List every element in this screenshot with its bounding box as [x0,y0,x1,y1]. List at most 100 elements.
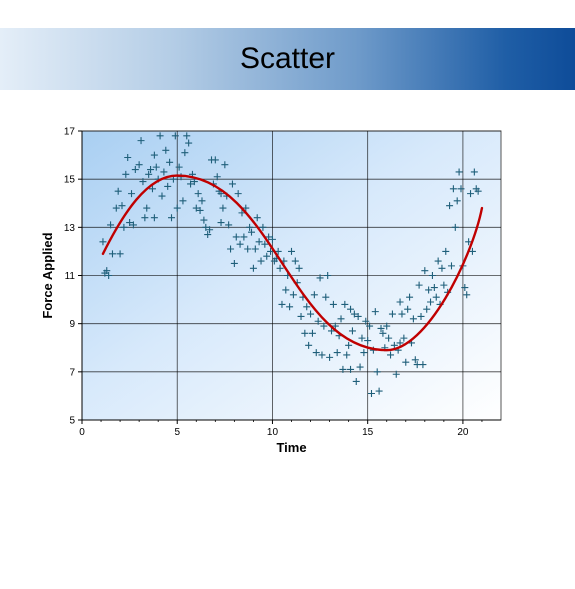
x-tick-label: 10 [267,427,279,438]
data-point [268,235,276,243]
data-point [373,368,381,376]
data-point [406,293,414,301]
data-point [423,305,431,313]
data-point [303,303,311,311]
data-point [438,264,446,272]
data-point [234,190,242,198]
data-point [238,209,246,217]
data-point [240,233,248,241]
data-point [196,206,204,214]
x-tick-label: 0 [79,427,85,438]
data-point [387,351,395,359]
data-point [288,247,295,255]
data-point [474,187,482,195]
data-point [312,349,320,357]
data-point [442,247,450,255]
data-point [228,180,236,188]
data-point [263,252,271,260]
grid-lines [82,130,501,420]
data-point [131,166,139,174]
y-tick-label: 11 [65,271,76,282]
data-point [289,291,297,299]
x-tick-label: 20 [457,427,469,438]
data-point [168,214,176,222]
data-point [385,334,393,342]
data-point [107,221,115,229]
data-point [99,238,107,246]
data-point [402,358,410,366]
data-point [158,192,166,200]
data-point [411,356,419,364]
data-point [251,245,259,253]
data-point [166,158,174,166]
data-point [310,291,318,299]
data-point [267,247,275,255]
data-point [129,221,137,229]
data-point [257,257,265,265]
data-point [278,300,286,308]
data-point [449,185,457,193]
data-point [118,202,126,210]
data-point [419,361,427,369]
data-point [255,238,263,246]
data-point [139,178,147,186]
data-point [204,231,212,239]
data-point [206,226,214,234]
data-point [354,312,362,320]
data-point [383,322,391,330]
x-axis-title: Time [276,440,306,455]
data-point [375,387,383,395]
data-point [356,363,364,371]
data-point [377,324,385,332]
data-point [327,327,335,335]
data-point [318,351,326,359]
y-tick-label: 17 [64,127,76,138]
data-point [181,149,189,157]
data-point [343,351,351,359]
data-point [217,219,225,227]
data-point [147,166,155,174]
data-point [404,305,412,313]
data-point [145,170,153,178]
data-point [190,178,198,186]
data-point [175,163,183,171]
data-point [440,281,448,289]
data-point [388,310,396,318]
data-point [230,259,238,267]
data-point [185,139,193,147]
data-point [345,341,353,349]
data-point [225,221,233,229]
data-point [143,204,151,212]
data-point [421,267,429,275]
data-point [259,223,267,231]
data-point [198,197,206,205]
y-tick-label: 15 [64,175,76,186]
data-point [341,300,349,308]
data-point [213,173,221,181]
data-point [187,180,195,188]
data-point [371,308,379,316]
data-point [194,190,202,198]
data-point [326,353,334,361]
y-tick-label: 7 [69,367,75,378]
data-point [173,204,181,212]
data-point [282,286,290,294]
data-point [301,329,309,337]
data-point [108,250,116,258]
data-point [463,291,471,299]
data-point [137,137,145,145]
data-point [446,202,454,210]
data-point [308,329,316,337]
data-point [221,161,229,169]
data-point [126,219,134,227]
data-point [291,257,299,265]
data-point [156,132,164,140]
data-point [202,223,210,231]
data-point [427,298,435,306]
data-point [211,156,219,164]
x-tick-label: 5 [174,427,180,438]
data-point [141,214,149,222]
data-point [447,262,455,270]
